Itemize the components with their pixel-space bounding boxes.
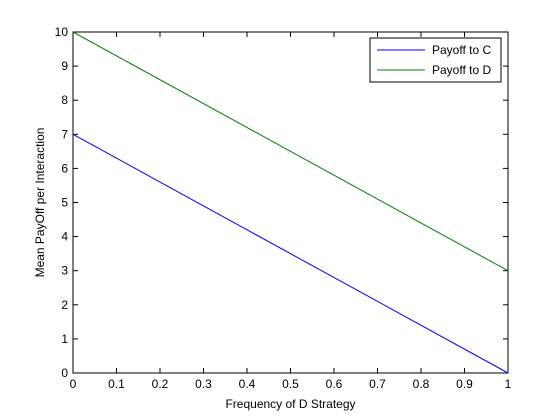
- x-tick-label: 0.6: [326, 377, 343, 391]
- x-tick-label: 0.5: [282, 377, 299, 391]
- x-tick-label: 0.9: [456, 377, 473, 391]
- y-tick-label: 8: [61, 93, 68, 107]
- y-tick-label: 0: [61, 366, 68, 380]
- x-tick-label: 0: [70, 377, 77, 391]
- plot-area: [73, 32, 508, 373]
- y-tick-label: 3: [61, 264, 68, 278]
- legend-label: Payoff to D: [432, 63, 491, 77]
- x-tick-label: 0.2: [152, 377, 169, 391]
- x-tick-label: 0.7: [369, 377, 386, 391]
- x-tick-label: 0.1: [108, 377, 125, 391]
- x-axis-label: Frequency of D Strategy: [225, 397, 355, 411]
- y-tick-label: 1: [61, 332, 68, 346]
- x-tick-label: 1: [505, 377, 512, 391]
- legend: Payoff to C Payoff to D: [370, 38, 501, 82]
- y-tick-label: 6: [61, 161, 68, 175]
- y-tick-label: 9: [61, 59, 68, 73]
- y-tick-label: 4: [61, 230, 68, 244]
- x-tick-label: 0.3: [195, 377, 212, 391]
- y-tick-label: 7: [61, 127, 68, 141]
- legend-label: Payoff to C: [432, 43, 491, 57]
- x-tick-label: 0.8: [413, 377, 430, 391]
- y-tick-label: 10: [55, 25, 69, 39]
- y-tick-label: 5: [61, 196, 68, 210]
- x-tick-label: 0.4: [239, 377, 256, 391]
- y-axis-label: Mean PayOff per Interaction: [33, 128, 47, 278]
- y-tick-label: 2: [61, 298, 68, 312]
